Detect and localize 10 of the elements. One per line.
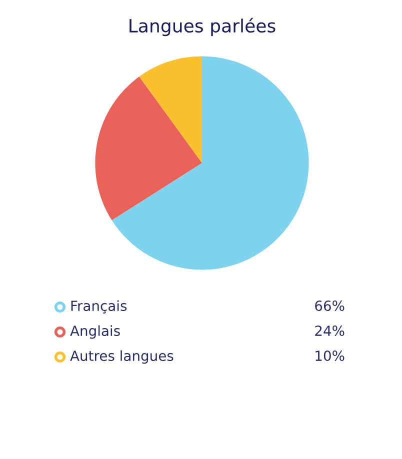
legend-label: Français xyxy=(71,300,127,314)
legend-label: Anglais xyxy=(70,325,120,339)
data-label: 10% xyxy=(316,350,344,362)
data-label: 66% xyxy=(315,300,344,312)
chart-title: Langues parlées xyxy=(130,18,276,36)
pie-slice xyxy=(112,56,309,270)
pie-slice xyxy=(139,56,202,163)
data-label: 24% xyxy=(315,326,344,336)
legend-label: Autres langues xyxy=(70,350,174,364)
pie-slice xyxy=(95,76,202,220)
